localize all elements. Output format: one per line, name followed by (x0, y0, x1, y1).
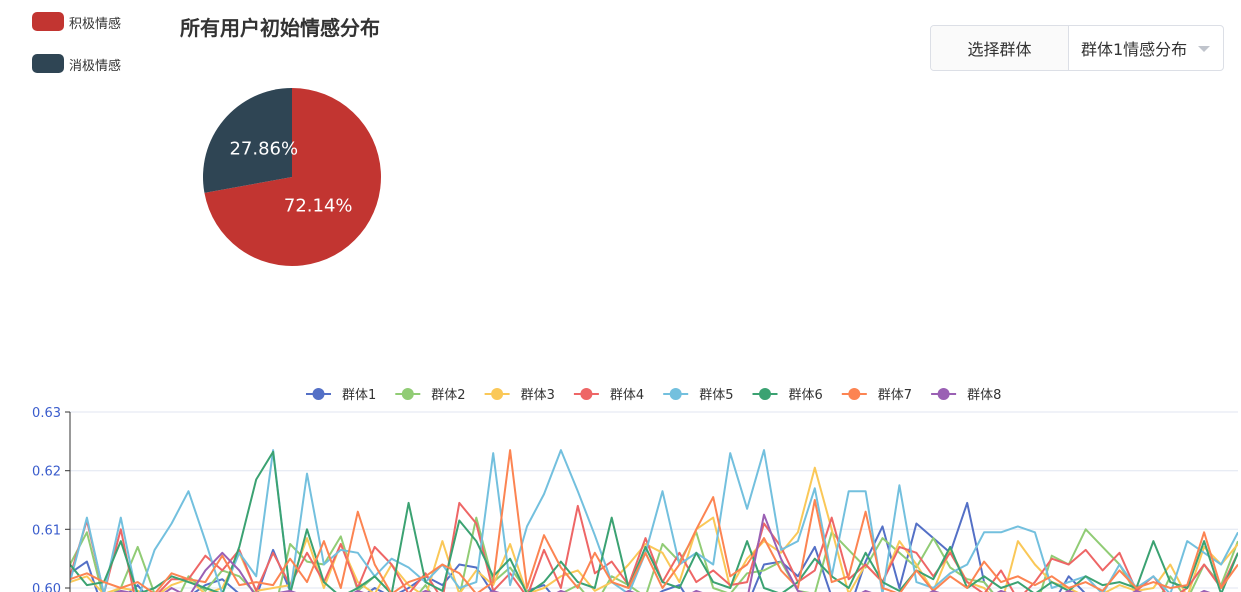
line-legend-item-4[interactable]: 群体4 (573, 388, 644, 403)
line-legend-label-1: 群体1 (342, 388, 376, 403)
group-select[interactable]: 选择群体 群体1情感分布 (930, 25, 1224, 71)
pie-legend: 积极情感 消极情感 (32, 10, 172, 94)
series-line-4[interactable] (70, 501, 1238, 592)
line-legend-item-8[interactable]: 群体8 (931, 388, 1001, 403)
line-legend-marker-5 (669, 388, 682, 400)
line-legend-label-3: 群体3 (521, 388, 555, 403)
group-select-value: 群体1情感分布 (1081, 40, 1188, 59)
line-legend-item-6[interactable]: 群体6 (752, 388, 823, 403)
y-tick-label-0: 0.60 (32, 582, 61, 592)
line-legend-label-7: 群体7 (878, 388, 912, 403)
line-legend-marker-2 (401, 388, 414, 400)
chevron-down-icon[interactable] (1198, 46, 1210, 52)
pie-legend-swatch-negative (32, 54, 64, 73)
pie-slice-0[interactable] (204, 88, 381, 266)
line-legend-label-8: 群体8 (967, 388, 1001, 403)
pie-legend-label-positive: 积极情感 (69, 17, 122, 32)
y-tick-label-1: 0.61 (32, 523, 61, 538)
line-legend-item-2[interactable]: 群体2 (395, 388, 466, 403)
line-legend-item-5[interactable]: 群体5 (663, 388, 733, 403)
line-legend-label-4: 群体4 (610, 388, 644, 403)
line-legend-label-6: 群体6 (789, 388, 823, 403)
group-select-label: 选择群体 (931, 26, 1069, 70)
pie-chart: 72.14% 27.86% (202, 87, 381, 266)
line-legend-item-7[interactable]: 群体7 (841, 388, 912, 403)
pie-legend-label-negative: 消极情感 (69, 59, 122, 74)
series-line-6[interactable] (70, 450, 1238, 592)
series-line-3[interactable] (70, 466, 1238, 592)
line-legend-marker-8 (937, 388, 950, 400)
line-chart: 0.60 0.61 0.62 0.63 群体1 群体2 群体3 群体4 群体5 群体6 群体7 群体8 (32, 388, 1238, 592)
pie-legend-swatch-positive (32, 12, 64, 31)
line-legend-item-3[interactable]: 群体3 (484, 388, 555, 403)
pie-legend-item-positive[interactable]: 积极情感 (32, 10, 172, 32)
pie-slice-label-1: 27.86% (229, 139, 298, 160)
y-tick-label-3: 0.63 (32, 406, 61, 421)
series-line-5[interactable] (70, 449, 1238, 592)
line-legend-item-1[interactable]: 群体1 (306, 388, 376, 403)
series-lines (70, 449, 1238, 592)
line-legend-label-2: 群体2 (431, 388, 465, 403)
pie-slice-1[interactable] (202, 87, 292, 193)
pie-slice-label-0: 72.14% (284, 196, 353, 217)
group-select-dropdown[interactable]: 群体1情感分布 (1069, 26, 1223, 70)
line-legend-marker-6 (759, 388, 771, 400)
line-legend-marker-4 (580, 388, 593, 400)
series-line-7[interactable] (70, 449, 1238, 592)
line-legend-marker-3 (491, 388, 504, 400)
page-title: 所有用户初始情感分布 (180, 16, 380, 40)
line-legend-marker-1 (312, 388, 325, 400)
y-tick-label-2: 0.62 (32, 465, 61, 480)
line-legend-label-5: 群体5 (699, 388, 733, 403)
line-legend-marker-7 (848, 388, 861, 400)
line-legend: 群体1 群体2 群体3 群体4 群体5 群体6 群体7 群体8 (306, 388, 1001, 403)
pie-legend-item-negative[interactable]: 消极情感 (32, 52, 172, 74)
